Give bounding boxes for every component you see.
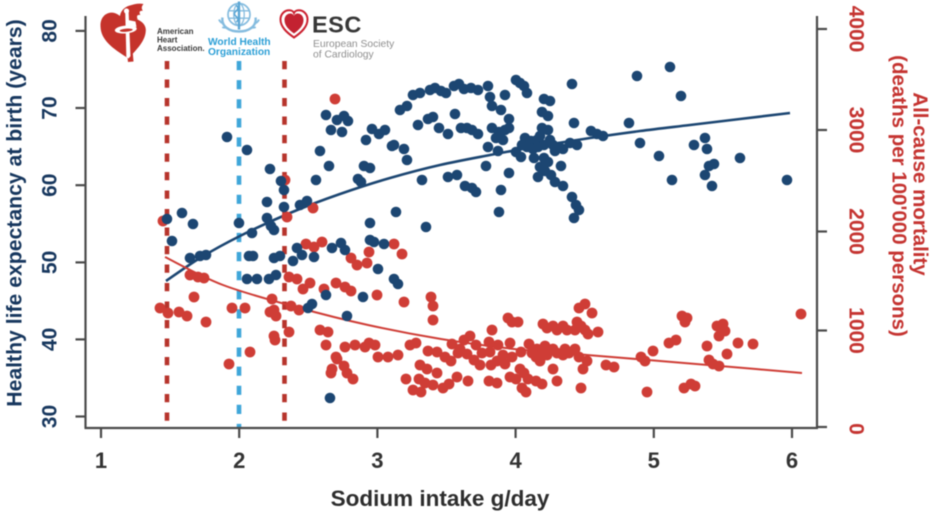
svg-text:of Cardiology: of Cardiology [313,49,375,60]
svg-text:Organization: Organization [208,47,270,58]
svg-text:1: 1 [95,448,107,473]
svg-text:1000: 1000 [845,307,868,354]
svg-text:2: 2 [233,448,245,473]
svg-text:0: 0 [845,423,868,435]
svg-text:30: 30 [39,405,62,428]
svg-text:Association.: Association. [157,44,205,53]
svg-text:60: 60 [39,174,62,197]
svg-text:World Health: World Health [208,37,271,48]
svg-text:Healthy life expectancy at bir: Healthy life expectancy at birth (years) [4,19,27,406]
svg-text:All-cause mortality: All-cause mortality [909,92,932,276]
svg-text:70: 70 [39,96,62,119]
svg-text:ESC: ESC [312,12,362,38]
svg-text:6: 6 [786,448,798,473]
svg-text:4: 4 [509,448,522,473]
svg-text:3000: 3000 [845,107,868,154]
svg-text:3: 3 [371,448,383,473]
svg-text:5: 5 [648,448,660,473]
svg-text:2000: 2000 [845,208,868,255]
svg-text:Heart: Heart [157,36,178,45]
svg-text:50: 50 [39,251,62,274]
svg-text:European Society: European Society [313,39,395,50]
svg-text:40: 40 [39,328,62,351]
svg-text:4000: 4000 [845,6,868,53]
svg-text:Sodium intake g/day: Sodium intake g/day [331,486,550,511]
svg-text:80: 80 [39,19,62,42]
svg-text:(deaths per 100'000 persons): (deaths per 100'000 persons) [888,55,911,337]
svg-text:American: American [157,27,194,36]
